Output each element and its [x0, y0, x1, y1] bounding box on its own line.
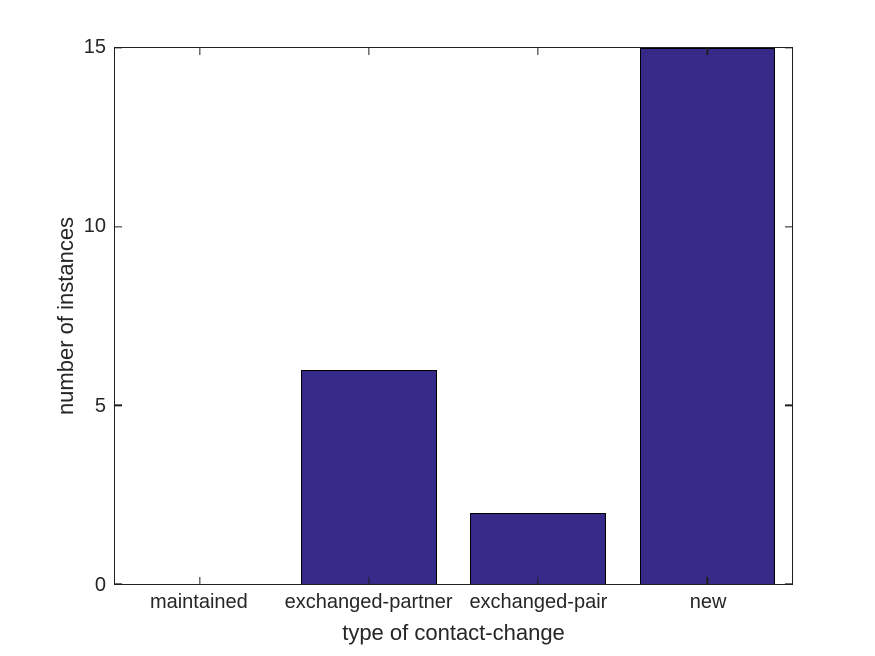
x-tick-mark [706, 577, 709, 584]
y-tick-mark [785, 47, 792, 49]
x-tick-label-exchanged-pair: exchanged-pair [469, 591, 608, 613]
y-tick-label-0: 0 [94, 574, 106, 596]
bar-exchanged-partner [301, 369, 437, 584]
x-tick-mark [198, 577, 201, 584]
x-tick-label-area: maintained exchanged-partner exchanged-pai… [114, 592, 793, 618]
x-tick-mark [198, 48, 201, 55]
x-axis-label: type of contact-change [342, 620, 565, 645]
y-tick-label-10: 10 [83, 215, 106, 238]
y-tick-label-5: 5 [94, 394, 106, 417]
bar-new [639, 48, 776, 584]
y-tick-mark [115, 47, 122, 49]
y-tick-mark [115, 583, 122, 585]
plot-area [114, 47, 793, 585]
y-tick-mark [115, 226, 122, 228]
x-tick-label-exchanged-partner: exchanged-partner [284, 591, 453, 613]
y-tick-label-15: 15 [83, 36, 106, 58]
y-tick-mark [115, 404, 122, 406]
x-tick-label-new: new [689, 591, 727, 613]
x-tick-mark [368, 577, 370, 584]
x-tick-mark [537, 577, 539, 584]
x-tick-mark [537, 48, 539, 55]
y-tick-label-area: 0 5 10 15 [0, 37, 106, 595]
bar-exchanged-pair [470, 512, 606, 584]
x-tick-mark [706, 48, 709, 55]
y-tick-mark [785, 404, 792, 406]
y-tick-mark [785, 226, 792, 228]
y-tick-mark [785, 583, 792, 585]
x-tick-label-maintained: maintained [149, 591, 248, 613]
x-tick-mark [368, 48, 370, 55]
